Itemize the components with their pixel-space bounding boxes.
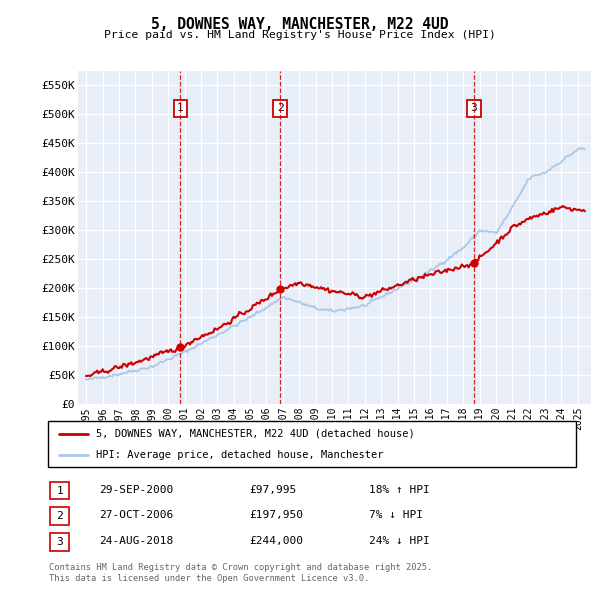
Text: £197,950: £197,950 [249,510,303,520]
FancyBboxPatch shape [48,421,576,467]
Text: 1: 1 [56,486,63,496]
Text: 7% ↓ HPI: 7% ↓ HPI [369,510,423,520]
Text: 5, DOWNES WAY, MANCHESTER, M22 4UD: 5, DOWNES WAY, MANCHESTER, M22 4UD [151,17,449,31]
Text: HPI: Average price, detached house, Manchester: HPI: Average price, detached house, Manc… [95,450,383,460]
Text: Price paid vs. HM Land Registry's House Price Index (HPI): Price paid vs. HM Land Registry's House … [104,30,496,40]
Text: 3: 3 [56,537,63,547]
Text: Contains HM Land Registry data © Crown copyright and database right 2025.: Contains HM Land Registry data © Crown c… [49,563,433,572]
Text: 18% ↑ HPI: 18% ↑ HPI [369,485,430,494]
Text: 24% ↓ HPI: 24% ↓ HPI [369,536,430,546]
Text: 27-OCT-2006: 27-OCT-2006 [99,510,173,520]
Text: £244,000: £244,000 [249,536,303,546]
Text: £97,995: £97,995 [249,485,296,494]
FancyBboxPatch shape [50,533,69,550]
FancyBboxPatch shape [50,482,69,499]
Text: 24-AUG-2018: 24-AUG-2018 [99,536,173,546]
Text: This data is licensed under the Open Government Licence v3.0.: This data is licensed under the Open Gov… [49,574,370,583]
Text: 5, DOWNES WAY, MANCHESTER, M22 4UD (detached house): 5, DOWNES WAY, MANCHESTER, M22 4UD (deta… [95,429,414,439]
Text: 2: 2 [56,511,63,521]
Text: 29-SEP-2000: 29-SEP-2000 [99,485,173,494]
Text: 2: 2 [277,103,283,113]
FancyBboxPatch shape [50,507,69,525]
Text: 3: 3 [470,103,477,113]
Text: 1: 1 [177,103,184,113]
